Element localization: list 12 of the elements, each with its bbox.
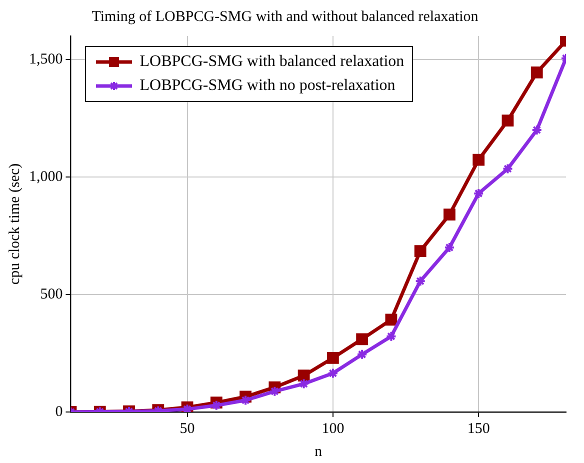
x-tick-label: 50: [180, 420, 195, 437]
y-tick-label: 1,000: [29, 168, 63, 185]
x-tick-label: 100: [322, 420, 344, 437]
y-tick-label: 0: [55, 404, 63, 420]
y-axis-title: cpu clock time (sec): [6, 163, 23, 285]
legend-label: LOBPCG-SMG with balanced relaxation: [140, 52, 404, 72]
legend-label: LOBPCG-SMG with no post-relaxation: [140, 76, 396, 96]
x-axis-title: n: [314, 444, 323, 460]
chart-title: Timing of LOBPCG-SMG with and without balanced relaxation: [92, 8, 479, 25]
y-tick-label: 500: [40, 286, 63, 302]
y-tick-label: 1,500: [29, 51, 63, 68]
x-tick-label: 150: [467, 420, 490, 437]
